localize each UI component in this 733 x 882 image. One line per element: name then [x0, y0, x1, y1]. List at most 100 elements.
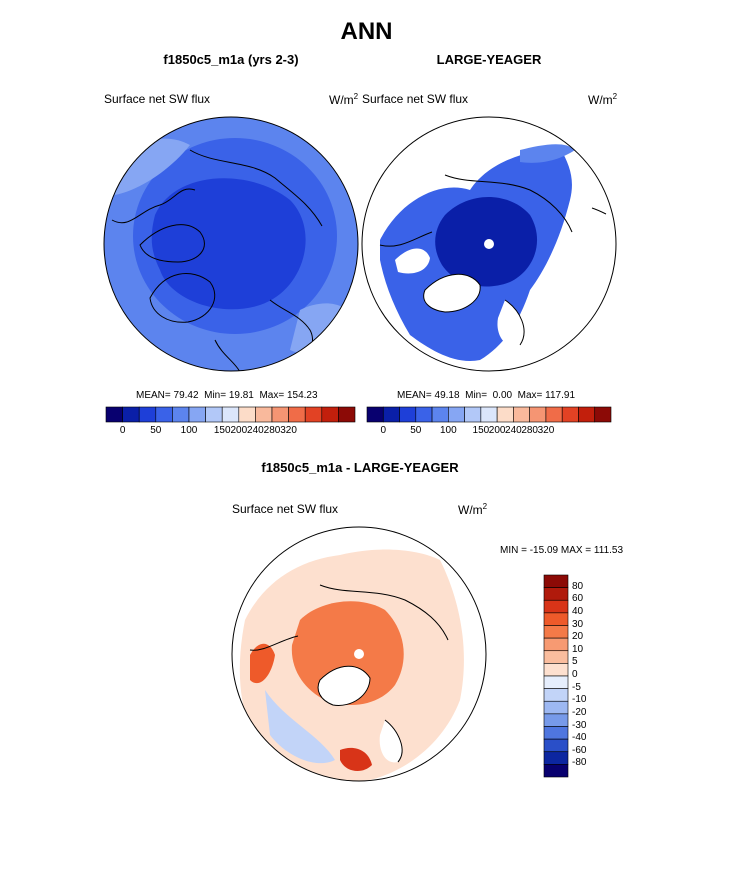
colorbar-model-swatch: [338, 406, 356, 423]
map-a-coast-eurasia: [189, 149, 323, 227]
map-c-coast-america: [249, 635, 299, 651]
colorbar-obs-swatch: [545, 406, 563, 423]
colorbar-diff-swatch: [543, 726, 569, 740]
colorbar-obs-tick-label: 100: [439, 425, 457, 436]
colorbar-diff-swatch: [543, 612, 569, 626]
map-b-greenland: [423, 274, 481, 312]
panel-c-units: W/m2: [458, 502, 488, 517]
map-b-coast-eurasia: [444, 174, 573, 233]
map-a-field-core: [151, 178, 306, 310]
panel-c-minmax: MIN = -15.09 MAX = 111.53: [500, 545, 624, 556]
map-c-coast-greenland: [317, 665, 371, 706]
colorbar-model-swatch: [221, 406, 240, 423]
colorbar-diff-tick-label: 10: [572, 643, 584, 655]
map-b-border: [361, 116, 617, 372]
colorbar-model-swatch: [288, 406, 306, 423]
colorbar-diff-tick-label: 80: [572, 580, 584, 592]
colorbar-diff-tick-label: -40: [572, 732, 587, 744]
colorbar-model-tick-label: 240: [247, 425, 264, 436]
map-a-coast-iceland: [214, 339, 241, 371]
map-c-greenland: [318, 666, 370, 706]
map-b-archipelago: [395, 248, 430, 274]
colorbar-diff-swatch: [543, 663, 569, 677]
figure-title: ANN: [340, 18, 393, 45]
colorbar-obs-tick-label: 320: [537, 425, 555, 436]
map-c-coast-eurasia: [319, 584, 449, 641]
colorbar-diff-tick-label: 60: [572, 593, 584, 605]
colorbar-obs-tick-label: 0: [380, 425, 387, 436]
map-c-positive-edge: [250, 643, 275, 684]
map-panel-obs: [361, 116, 617, 372]
colorbar-obs-swatch: [496, 406, 514, 423]
colorbar-diff-swatch: [543, 764, 569, 778]
colorbar-diff-swatch: [543, 688, 569, 702]
map-c-core: [291, 601, 404, 705]
map-panel-diff: [231, 526, 487, 782]
colorbar-model-swatch: [155, 406, 173, 423]
map-b-coast-greenland: [423, 273, 481, 313]
map-c-border: [231, 526, 487, 782]
colorbar-diff-tick-label: -80: [572, 757, 587, 769]
colorbar-model-swatch: [238, 406, 256, 423]
colorbar-diff-swatch: [543, 650, 569, 664]
colorbar-diff-tick-label: 30: [572, 618, 584, 630]
colorbar-diff-swatch: [543, 738, 569, 753]
colorbar-obs: [366, 406, 612, 423]
colorbar-diff-swatch: [543, 574, 569, 588]
colorbar-diff-tick-label: 20: [572, 631, 584, 643]
panel-a-variable: Surface net SW flux: [104, 92, 211, 106]
colorbar-obs-swatch: [529, 406, 547, 423]
colorbar-model-tick-label: 100: [180, 425, 198, 436]
colorbar-diff-swatch: [543, 700, 569, 715]
map-b-coast-america: [379, 231, 433, 247]
colorbar-model-swatch: [321, 406, 339, 423]
colorbar-model-swatch: [105, 406, 123, 423]
colorbar-diff-tick-label: -30: [572, 719, 587, 731]
panel-a-units: W/m2: [329, 92, 359, 107]
map-c-negative: [265, 690, 335, 764]
colorbar-obs-swatch: [415, 406, 433, 423]
colorbar-model-swatch: [138, 406, 157, 423]
colorbar-diff-tick-label: 5: [572, 656, 578, 668]
panel-b-stats: MEAN= 49.18 Min= 0.00 Max= 117.91: [397, 390, 576, 401]
map-b-scandinavia: [497, 300, 525, 346]
map-b-pacific: [520, 144, 575, 163]
map-c-positive-edge-2: [340, 747, 372, 772]
panel-a-stats: MEAN= 79.42 Min= 19.81 Max= 154.23: [136, 390, 318, 401]
map-b-coast-island: [591, 207, 607, 215]
colorbar-model-swatch: [172, 406, 190, 423]
colorbar-model-tick-label: 320: [280, 425, 297, 436]
map-a-coast-america: [111, 188, 196, 224]
colorbar-diff-swatch: [543, 625, 569, 639]
colorbar-model: [105, 406, 356, 423]
colorbar-model-tick-label: 280: [263, 425, 281, 436]
colorbar-model-tick-label: 0: [119, 425, 126, 436]
colorbar-model-swatch: [205, 406, 223, 423]
colorbar-obs-swatch: [448, 406, 465, 423]
map-c-pole-marker: [354, 649, 364, 659]
colorbar-obs-swatch: [399, 406, 417, 423]
map-a-border: [103, 116, 359, 372]
colorbar-obs-tick-label: 280: [521, 425, 538, 436]
colorbar-obs-swatch: [594, 406, 612, 423]
colorbar-obs-swatch: [366, 406, 384, 423]
colorbar-diff: [543, 574, 569, 778]
colorbar-obs-tick-label: 200: [488, 425, 506, 436]
colorbar-model-tick-label: 200: [230, 425, 248, 436]
colorbar-obs-tick-label: 150: [472, 425, 490, 436]
colorbar-obs-swatch: [480, 406, 498, 423]
colorbar-model-tick-label: 50: [150, 425, 162, 436]
panel-b-title: LARGE-YEAGER: [436, 52, 542, 67]
colorbar-diff-tick-label: -10: [572, 694, 587, 706]
map-b-pole-marker: [484, 239, 494, 249]
panel-c-title: f1850c5_m1a - LARGE-YEAGER: [261, 460, 459, 475]
colorbar-obs-swatch: [578, 406, 596, 423]
colorbar-model-swatch: [188, 406, 206, 423]
colorbar-diff-swatch: [543, 587, 569, 601]
colorbar-obs-swatch: [513, 406, 530, 423]
map-b-coast-scandinavia: [504, 299, 525, 346]
map-panel-model: [103, 116, 359, 372]
panel-b-variable: Surface net SW flux: [362, 92, 469, 106]
colorbar-diff-tick-label: -5: [572, 681, 581, 693]
